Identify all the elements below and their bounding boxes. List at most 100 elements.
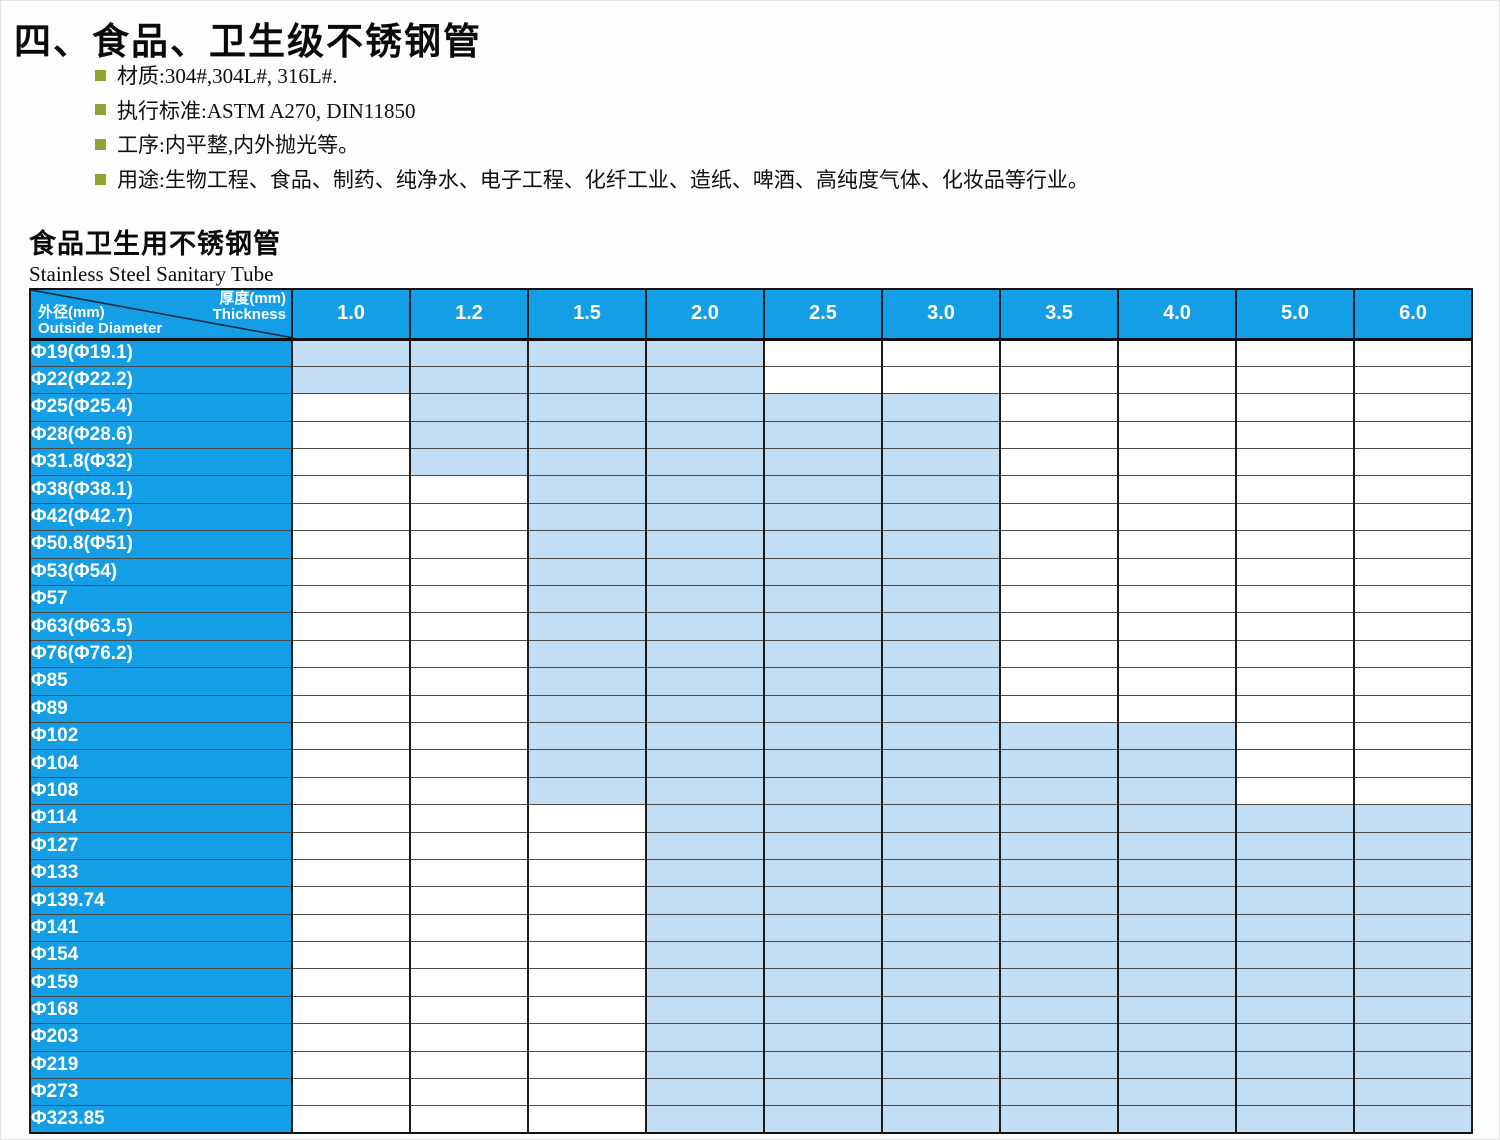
availability-cell — [1235, 639, 1355, 669]
availability-cell — [999, 1078, 1119, 1107]
table-row: Φ22(Φ22.2) — [29, 365, 1473, 395]
availability-cell — [999, 1050, 1119, 1080]
availability-cell — [763, 694, 883, 723]
availability-cell — [881, 858, 1001, 888]
availability-cell — [881, 365, 1001, 395]
table-row: Φ76(Φ76.2) — [29, 639, 1473, 669]
availability-cell — [1353, 1023, 1473, 1052]
availability-cell — [1235, 886, 1355, 915]
table-row: Φ38(Φ38.1) — [29, 475, 1473, 504]
table-row: Φ133 — [29, 858, 1473, 888]
availability-cell — [409, 913, 529, 943]
availability-cell — [409, 776, 529, 806]
diameter-row-header: Φ85 — [29, 667, 293, 696]
availability-cell — [409, 639, 529, 669]
availability-cell — [999, 694, 1119, 723]
availability-cell — [881, 749, 1001, 778]
availability-cell — [763, 667, 883, 696]
thickness-column-header: 2.5 — [763, 288, 883, 341]
availability-cell — [645, 639, 765, 669]
diameter-row-header: Φ89 — [29, 694, 293, 723]
availability-cell — [763, 831, 883, 860]
thickness-column-header: 1.5 — [527, 288, 647, 341]
availability-cell — [881, 995, 1001, 1025]
availability-cell — [645, 694, 765, 723]
availability-cell — [881, 502, 1001, 532]
availability-cell — [645, 667, 765, 696]
table-row: Φ168 — [29, 995, 1473, 1025]
thickness-column-header: 5.0 — [1235, 288, 1355, 341]
availability-cell — [527, 475, 647, 504]
availability-cell — [291, 804, 411, 833]
availability-cell — [881, 639, 1001, 669]
availability-cell — [999, 913, 1119, 943]
availability-cell — [527, 612, 647, 641]
availability-cell — [527, 913, 647, 943]
table-row: Φ127 — [29, 831, 1473, 860]
spec-item-text: 材质:304#,304L#, 316L#. — [117, 64, 338, 89]
availability-cell — [881, 1050, 1001, 1080]
diameter-row-header: Φ25(Φ25.4) — [29, 393, 293, 422]
availability-cell — [645, 941, 765, 970]
availability-cell — [881, 557, 1001, 587]
availability-cell — [1235, 831, 1355, 860]
table-body: Φ19(Φ19.1) Φ22(Φ22.2) Φ25(Φ25.4) Φ28(Φ28.6)… — [29, 338, 1473, 1134]
availability-cell — [999, 749, 1119, 778]
availability-cell — [1117, 941, 1237, 970]
availability-cell — [1235, 1078, 1355, 1107]
availability-cell — [291, 858, 411, 888]
availability-cell — [409, 831, 529, 860]
availability-cell — [1353, 530, 1473, 559]
availability-cell — [763, 530, 883, 559]
availability-cell — [291, 420, 411, 450]
diameter-row-header: Φ104 — [29, 749, 293, 778]
availability-cell — [1353, 393, 1473, 422]
diameter-row-header: Φ19(Φ19.1) — [29, 338, 293, 367]
availability-cell — [1235, 557, 1355, 587]
diameter-row-header: Φ76(Φ76.2) — [29, 639, 293, 669]
table-row: Φ85 — [29, 667, 1473, 696]
availability-cell — [291, 694, 411, 723]
availability-cell — [763, 365, 883, 395]
diameter-row-header: Φ203 — [29, 1023, 293, 1052]
availability-cell — [881, 831, 1001, 860]
availability-cell — [409, 694, 529, 723]
availability-cell — [527, 448, 647, 477]
thickness-column-header: 3.0 — [881, 288, 1001, 341]
availability-cell — [291, 612, 411, 641]
table-row: Φ141 — [29, 913, 1473, 943]
table-row: Φ273 — [29, 1078, 1473, 1107]
availability-cell — [645, 475, 765, 504]
availability-cell — [881, 393, 1001, 422]
availability-cell — [1117, 694, 1237, 723]
availability-cell — [881, 612, 1001, 641]
diameter-label-en: Outside Diameter — [38, 319, 163, 337]
availability-cell — [645, 1050, 765, 1080]
availability-cell — [1235, 448, 1355, 477]
availability-cell — [881, 941, 1001, 970]
diameter-row-header: Φ219 — [29, 1050, 293, 1080]
availability-cell — [409, 585, 529, 614]
availability-cell — [1353, 639, 1473, 669]
availability-cell — [1235, 338, 1355, 367]
table-row: Φ42(Φ42.7) — [29, 502, 1473, 532]
availability-cell — [881, 886, 1001, 915]
availability-cell — [999, 420, 1119, 450]
availability-cell — [999, 639, 1119, 669]
availability-cell — [1235, 420, 1355, 450]
spec-item-text: 执行标准:ASTM A270, DIN11850 — [117, 98, 416, 123]
availability-cell — [527, 585, 647, 614]
availability-cell — [1117, 448, 1237, 477]
availability-cell — [527, 365, 647, 395]
availability-cell — [999, 858, 1119, 888]
availability-cell — [763, 448, 883, 477]
availability-cell — [1353, 420, 1473, 450]
availability-cell — [527, 639, 647, 669]
availability-cell — [409, 1023, 529, 1052]
availability-cell — [1235, 749, 1355, 778]
availability-cell — [763, 1078, 883, 1107]
availability-cell — [999, 475, 1119, 504]
availability-cell — [1235, 1023, 1355, 1052]
availability-cell — [409, 393, 529, 422]
spec-item-text: 工序:内平整,内外抛光等。 — [117, 133, 360, 158]
